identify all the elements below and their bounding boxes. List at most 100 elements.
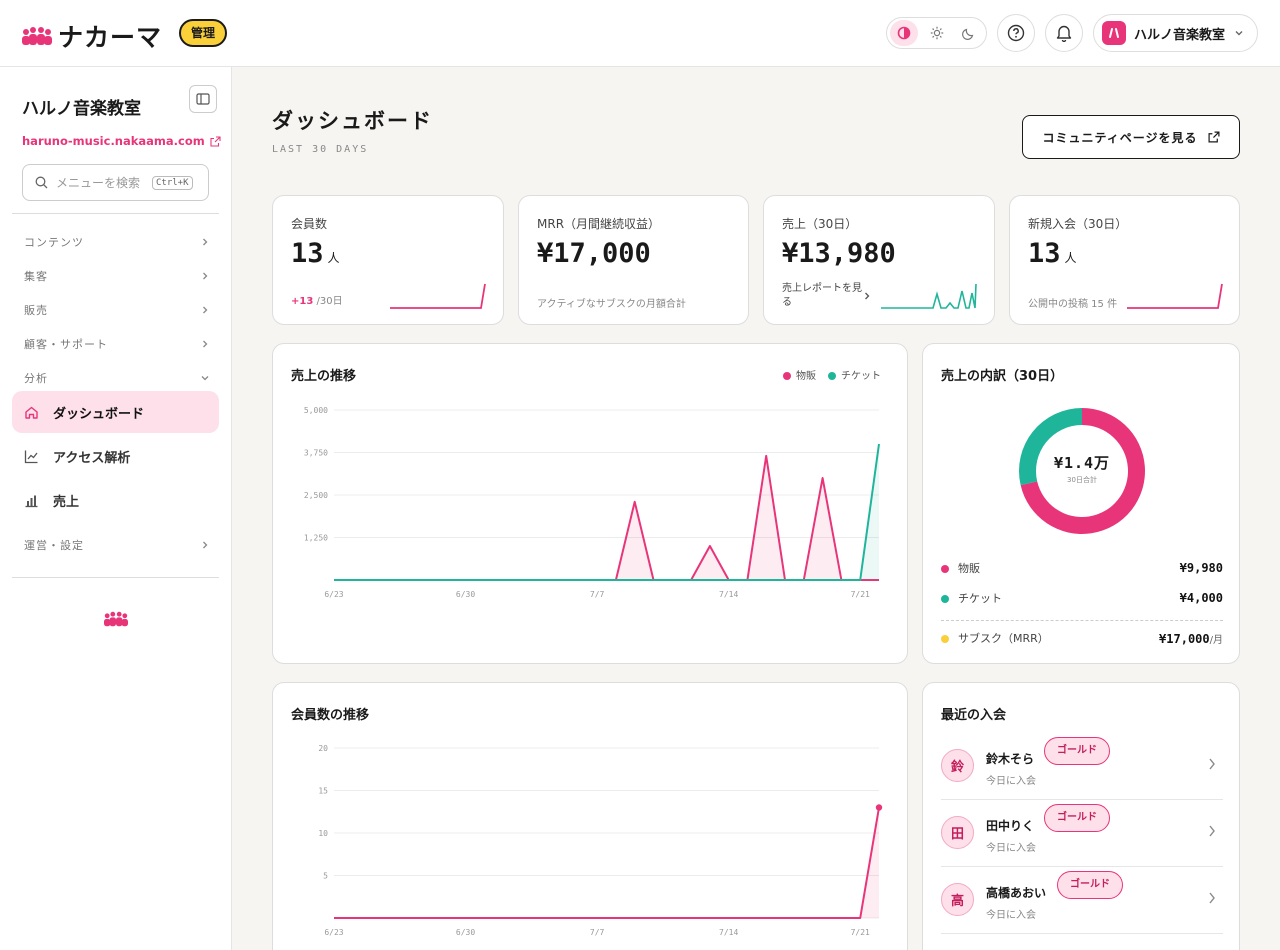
member-joined: 今日に入会 (986, 776, 1036, 787)
section-label: 分析 (24, 372, 48, 385)
recent-member-row[interactable]: 田 田中りく ゴールド 今日に入会 (941, 800, 1223, 867)
breakdown-row-ticket: チケット ¥4,000 (941, 589, 1223, 607)
chevron-right-icon (203, 238, 208, 246)
kpi-unit: 人 (1064, 251, 1077, 265)
sales-trend-legend: 物販 チケット (783, 367, 881, 382)
chevron-down-icon (201, 376, 209, 381)
org-switcher[interactable]: ハルノ音楽教室 (1093, 14, 1258, 52)
community-url-link[interactable]: haruno-music.nakaama.com (22, 134, 221, 148)
section-analytics[interactable]: 分析 (24, 369, 210, 387)
x-tick-label: 6/23 (324, 590, 343, 599)
breakdown-divider (941, 620, 1223, 621)
kpi-members-card: 会員数 13 人 +13 /30日 (272, 195, 504, 325)
recent-members-card: 最近の入会 鈴 鈴木そら ゴールド 今日に入会 田 田中りく ゴールド 今日に入… (922, 682, 1240, 950)
page-title: ダッシュボード (272, 109, 433, 133)
y-tick-label: 5 (323, 872, 328, 881)
member-name: 田中りく (986, 819, 1035, 833)
kpi-value: ¥17,000 (537, 238, 651, 269)
dark-theme-button[interactable] (955, 20, 983, 46)
theme-switcher[interactable] (886, 17, 987, 49)
chevron-right-icon (203, 541, 208, 549)
menu-search[interactable]: Ctrl+K (22, 164, 209, 201)
chevron-right-icon (1209, 758, 1215, 770)
breakdown-row-label: 物販 (941, 560, 980, 576)
brand-name: ナカーマ (58, 23, 163, 52)
org-switcher-name: ハルノ音楽教室 (1134, 27, 1226, 43)
subscription-amount: ¥17,000 (1159, 631, 1210, 646)
collapse-sidebar-button[interactable] (189, 85, 217, 113)
donut-slice (1019, 408, 1082, 486)
y-tick-label: 15 (318, 787, 328, 796)
members-trend-title: 会員数の推移 (291, 708, 370, 723)
sidebar-item-dashboard[interactable]: ダッシュボード (12, 391, 219, 433)
sales-sparkline (881, 283, 977, 309)
y-tick-label: 1,250 (304, 534, 328, 543)
bar-chart-icon (25, 495, 38, 507)
members-trend-card: 会員数の推移 20 15 10 5 6/23 6/30 7/7 7/14 7/21 (272, 682, 908, 950)
community-icon (22, 27, 52, 45)
member-tier-badge: ゴールド (1057, 871, 1123, 899)
member-joined: 今日に入会 (986, 843, 1036, 854)
section-label: 運営・設定 (24, 539, 84, 552)
y-tick-label: 5,000 (304, 406, 328, 415)
brand-logo[interactable]: ナカーマ (22, 18, 162, 54)
sidebar-divider (12, 213, 219, 214)
recent-member-row[interactable]: 鈴 鈴木そら ゴールド 今日に入会 (941, 733, 1223, 800)
light-theme-button[interactable] (923, 20, 951, 46)
view-community-button[interactable]: コミュニティページを見る (1022, 115, 1240, 159)
series-area (334, 455, 879, 580)
sidebar-item-access-analytics[interactable]: アクセス解析 (12, 435, 219, 477)
section-customers[interactable]: 顧客・サポート (24, 335, 210, 353)
chevron-right-icon (1209, 892, 1215, 904)
legend-goods: 物販 (783, 367, 816, 382)
section-sales[interactable]: 販売 (24, 301, 210, 319)
sidebar: ハルノ音楽教室 haruno-music.nakaama.com Ctrl+K … (0, 67, 232, 950)
member-avatar: 高 (941, 883, 974, 916)
sidebar-panel-icon (196, 93, 210, 105)
recent-member-row[interactable]: 高 高橋あおい ゴールド 今日に入会 (941, 867, 1223, 934)
donut-center-value: ¥1.4万 (1053, 454, 1111, 472)
breakdown-row-label: サブスク（MRR） (941, 630, 1049, 646)
member-avatar: 鈴 (941, 749, 974, 782)
top-header: ナカーマ 管理 ハルノ音楽教室 (0, 0, 1280, 67)
x-tick-label: 7/14 (719, 590, 738, 599)
page-subtitle: LAST 30 DAYS (272, 144, 369, 155)
contrast-icon (897, 26, 911, 40)
x-tick-label: 7/21 (851, 928, 870, 937)
sidebar-item-label: アクセス解析 (53, 450, 131, 466)
member-tier-badge: ゴールド (1044, 737, 1110, 765)
org-avatar (1102, 21, 1126, 45)
x-tick-label: 7/14 (719, 928, 738, 937)
notifications-button[interactable] (1045, 14, 1083, 52)
y-tick-label: 2,500 (304, 491, 328, 500)
member-joined: 今日に入会 (986, 910, 1036, 921)
kpi-value: 13 人 (291, 238, 340, 269)
sales-report-link[interactable]: 売上レポートを見る (782, 282, 864, 310)
menu-search-input[interactable] (56, 175, 144, 190)
section-content[interactable]: コンテンツ (24, 233, 210, 251)
new-members-sparkline (1127, 283, 1223, 309)
section-settings[interactable]: 運営・設定 (24, 536, 210, 554)
sidebar-item-revenue[interactable]: 売上 (12, 479, 219, 521)
subscription-period: /月 (1209, 634, 1223, 646)
section-label: 集客 (24, 270, 48, 283)
help-button[interactable] (997, 14, 1035, 52)
member-tier-badge: ゴールド (1044, 804, 1110, 832)
kpi-footnote: 公開中の投稿 15 件 (1028, 299, 1118, 310)
sidebar-item-label: 売上 (53, 494, 80, 510)
org-logo-icon (1109, 28, 1119, 38)
line-chart-icon (24, 450, 38, 463)
help-icon (1007, 24, 1025, 42)
section-label: 顧客・サポート (24, 338, 108, 351)
external-link-icon (210, 135, 221, 147)
chevron-right-icon (1209, 825, 1215, 837)
sales-breakdown-donut (1019, 408, 1145, 534)
y-tick-label: 20 (318, 744, 328, 753)
sidebar-org-name: ハルノ音楽教室 (22, 99, 141, 119)
section-acquisition[interactable]: 集客 (24, 267, 210, 285)
breakdown-row-amount: ¥17,000/月 (1159, 631, 1223, 646)
chevron-right-icon (203, 306, 208, 314)
x-tick-label: 6/23 (324, 928, 343, 937)
member-avatar: 田 (941, 816, 974, 849)
auto-theme-button[interactable] (890, 20, 918, 46)
